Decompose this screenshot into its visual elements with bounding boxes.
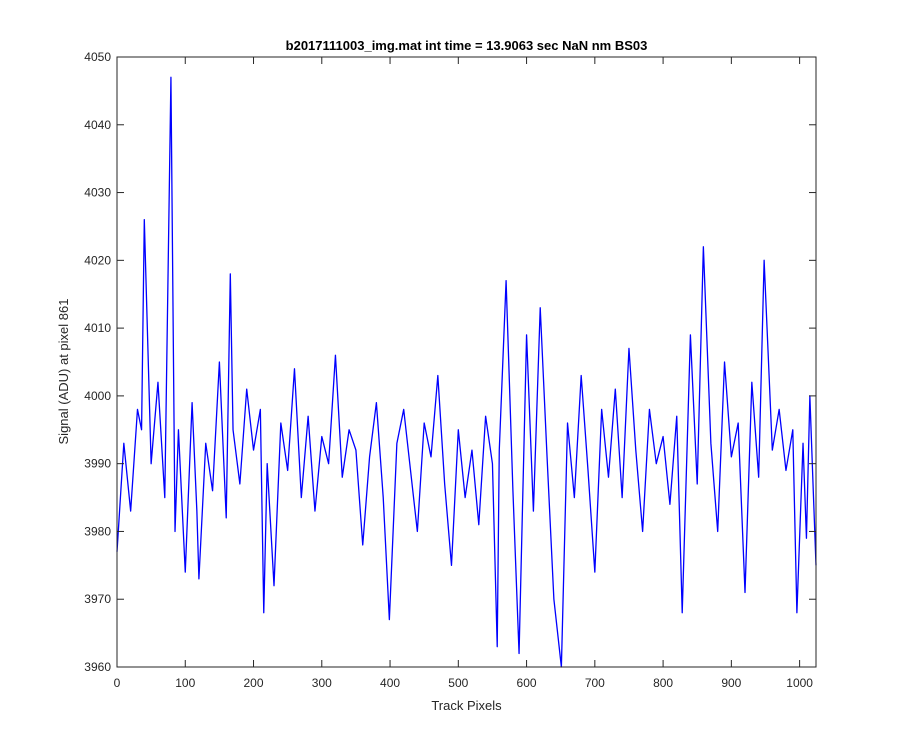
y-tick-label: 3960 — [84, 660, 111, 674]
axes-frame — [116, 56, 817, 668]
y-tick-label: 4030 — [84, 186, 111, 200]
x-tick-label: 0 — [114, 676, 121, 690]
plot-area: 0 100 200 300 400 500 600 700 800 900 1000 3960 3970… — [84, 50, 817, 690]
y-tick-label: 3990 — [84, 457, 111, 471]
x-tick-label: 700 — [585, 676, 605, 690]
x-tick-label: 500 — [448, 676, 468, 690]
y-tick-label: 3970 — [84, 592, 111, 606]
y-tick-label: 4020 — [84, 253, 111, 267]
plot-background — [117, 57, 816, 667]
x-tick-label: 600 — [517, 676, 537, 690]
x-axis-label: Track Pixels — [431, 698, 502, 713]
data-line-series-0 — [116, 76, 817, 668]
y-tick-label: 4040 — [84, 118, 111, 132]
x-tick-label: 400 — [380, 676, 400, 690]
x-tick-label: 900 — [721, 676, 741, 690]
y-tick-label: 4000 — [84, 389, 111, 403]
x-tick-label: 1000 — [786, 676, 813, 690]
y-tick-label: 3980 — [84, 524, 111, 538]
y-tick-label: 4050 — [84, 50, 111, 64]
y-axis-label: Signal (ADU) at pixel 861 — [56, 299, 71, 445]
y-tick-label: 4010 — [84, 321, 111, 335]
x-tick-label: 800 — [653, 676, 673, 690]
chart-title: b2017111003_img.mat int time = 13.9063 s… — [286, 38, 648, 53]
x-tick-label: 300 — [312, 676, 332, 690]
x-tick-label: 100 — [175, 676, 195, 690]
x-tick-label: 200 — [244, 676, 264, 690]
